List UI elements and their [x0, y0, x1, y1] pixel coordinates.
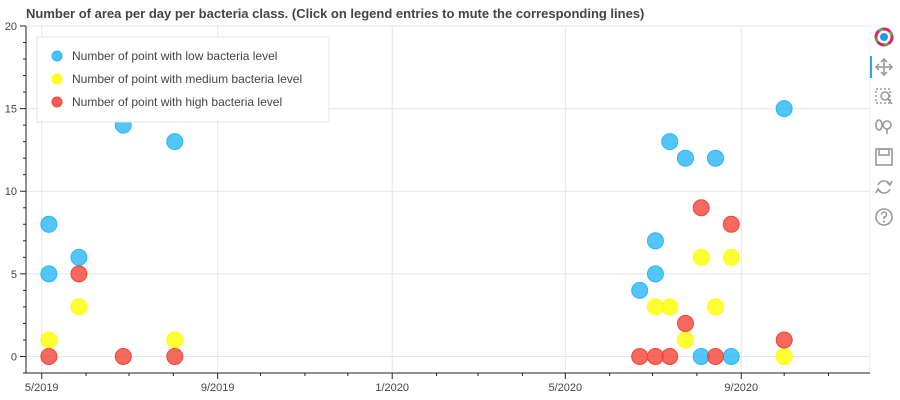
- bokeh-logo-icon: [872, 24, 896, 50]
- legend-label: Number of point with high bacteria level: [72, 95, 282, 109]
- data-point[interactable]: [646, 347, 664, 365]
- legend: Number of point with low bacteria level N…: [36, 36, 330, 123]
- legend-marker: [51, 50, 63, 62]
- data-point[interactable]: [40, 215, 58, 233]
- data-point[interactable]: [40, 331, 58, 349]
- data-point[interactable]: [114, 347, 132, 365]
- legend-label: Number of point with medium bacteria lev…: [72, 72, 302, 86]
- data-point[interactable]: [707, 347, 725, 365]
- y-tick-label: 5: [11, 269, 17, 281]
- pan-tool-icon[interactable]: [870, 54, 896, 80]
- data-point[interactable]: [646, 232, 664, 250]
- y-tick-label: 15: [5, 104, 17, 116]
- data-point[interactable]: [661, 298, 679, 316]
- data-point[interactable]: [707, 149, 725, 167]
- x-tick-label: 1/2020: [375, 382, 409, 394]
- data-point[interactable]: [166, 133, 184, 151]
- data-point[interactable]: [775, 331, 793, 349]
- data-point[interactable]: [166, 331, 184, 349]
- data-point[interactable]: [661, 133, 679, 151]
- box-zoom-tool-icon[interactable]: [872, 84, 896, 110]
- save-tool-icon[interactable]: [872, 144, 896, 170]
- data-point[interactable]: [722, 215, 740, 233]
- data-point[interactable]: [775, 100, 793, 118]
- data-point[interactable]: [40, 347, 58, 365]
- data-point[interactable]: [631, 281, 649, 299]
- wheel-zoom-tool-icon[interactable]: [872, 114, 896, 140]
- data-point[interactable]: [775, 347, 793, 365]
- reset-tool-icon[interactable]: [872, 174, 896, 200]
- data-point[interactable]: [661, 347, 679, 365]
- data-point[interactable]: [70, 265, 88, 283]
- data-point[interactable]: [676, 331, 694, 349]
- chart-toolbar: [870, 24, 898, 234]
- x-tick-label: 5/2020: [548, 382, 582, 394]
- series-3: [40, 199, 793, 365]
- y-tick-label: 20: [5, 21, 17, 33]
- legend-marker: [51, 96, 63, 108]
- data-point[interactable]: [722, 248, 740, 266]
- data-point[interactable]: [707, 298, 725, 316]
- data-point[interactable]: [70, 248, 88, 266]
- data-point[interactable]: [646, 298, 664, 316]
- legend-label: Number of point with low bacteria level: [72, 49, 277, 63]
- x-tick-label: 9/2020: [724, 382, 758, 394]
- legend-item[interactable]: Number of point with low bacteria level: [51, 49, 277, 63]
- data-point[interactable]: [722, 347, 740, 365]
- y-tick-label: 0: [11, 351, 17, 363]
- data-point[interactable]: [692, 347, 710, 365]
- legend-item[interactable]: Number of point with medium bacteria lev…: [51, 72, 302, 86]
- help-tool-icon[interactable]: [872, 204, 896, 230]
- y-tick-label: 10: [5, 186, 17, 198]
- data-point[interactable]: [166, 347, 184, 365]
- data-point[interactable]: [692, 199, 710, 217]
- data-point[interactable]: [631, 347, 649, 365]
- series-2: [40, 248, 793, 365]
- data-point[interactable]: [70, 298, 88, 316]
- scatter-plot[interactable]: 0 5 10 15 20 5/2019 9/2019 1/2020 5/2020 9/2020 Nu…: [0, 0, 870, 400]
- legend-box: [36, 36, 330, 123]
- chart-title: Number of area per day per bacteria clas…: [26, 6, 645, 21]
- data-point[interactable]: [692, 248, 710, 266]
- data-point[interactable]: [676, 314, 694, 332]
- data-points: [40, 100, 793, 365]
- x-tick-label: 9/2019: [201, 382, 235, 394]
- data-point[interactable]: [646, 265, 664, 283]
- data-point[interactable]: [40, 265, 58, 283]
- legend-marker: [51, 73, 63, 85]
- x-tick-label: 5/2019: [25, 382, 59, 394]
- data-point[interactable]: [676, 149, 694, 167]
- legend-item[interactable]: Number of point with high bacteria level: [51, 95, 282, 109]
